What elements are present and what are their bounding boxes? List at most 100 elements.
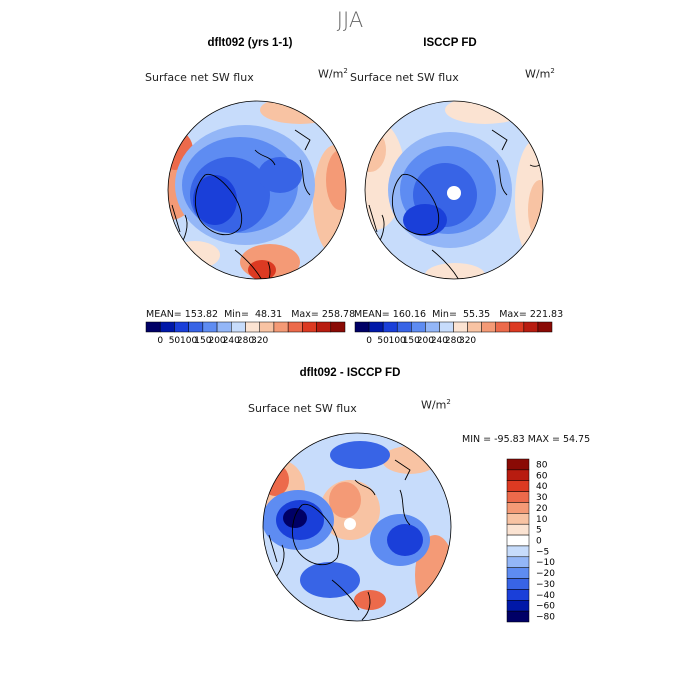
map-diff bbox=[263, 433, 451, 621]
colorbar-obs-swatch-13 bbox=[537, 321, 553, 333]
colorbar-obs-swatch-6 bbox=[439, 321, 454, 333]
colorbar-diff-swatch-12 bbox=[506, 589, 530, 601]
diff-units: W/m2 bbox=[421, 398, 451, 412]
panel-subtitle-obs: Surface net SW flux bbox=[350, 71, 459, 84]
colorbar-obs-swatch-1 bbox=[368, 321, 384, 333]
colorbar-model-tick-label: 0 bbox=[157, 336, 163, 346]
colorbar-obs-tick-label: 200 bbox=[417, 336, 434, 346]
colorbar-diff-swatch-5 bbox=[506, 513, 530, 525]
colorbar-model-tick-label: 50 bbox=[169, 336, 181, 346]
colorbar-model-swatch-12 bbox=[316, 321, 332, 333]
colorbar-model-swatch-2 bbox=[174, 321, 189, 333]
colorbar-diff-tick-label: −30 bbox=[536, 580, 555, 590]
colorbar-obs-tick-label: 50 bbox=[377, 336, 389, 346]
colorbar-model-tick-label: 150 bbox=[194, 336, 211, 346]
colorbar-model-swatch-11 bbox=[302, 321, 317, 333]
colorbar-obs-tick-label: 280 bbox=[445, 336, 462, 346]
colorbar-diff-tick-label: −80 bbox=[536, 613, 555, 623]
colorbar-obs-swatch-0 bbox=[354, 321, 370, 333]
colorbar-diff-tick-label: 60 bbox=[536, 471, 548, 481]
stats-obs: MEAN= 160.16 Min= 55.35 Max= 221.83 bbox=[354, 309, 564, 320]
colorbar-diff-tick-label: −20 bbox=[536, 569, 555, 579]
diff-title: dflt092 - ISCCP FD bbox=[299, 367, 401, 379]
map-model-border bbox=[167, 100, 347, 280]
colorbar-obs-swatch-8 bbox=[467, 321, 482, 333]
colorbar-model-swatch-13 bbox=[330, 321, 346, 333]
map-model bbox=[168, 101, 346, 279]
colorbar-obs-tick-label: 320 bbox=[459, 336, 476, 346]
colorbar-obs-swatch-3 bbox=[396, 321, 412, 333]
colorbar-obs-swatch-12 bbox=[523, 321, 539, 333]
diff-subtitle: Surface net SW flux bbox=[248, 402, 357, 415]
colorbar-diff-swatch-14 bbox=[506, 610, 530, 623]
colorbar-diff-tick-label: 10 bbox=[536, 515, 548, 525]
colorbar-diff-swatch-6 bbox=[506, 523, 530, 536]
colorbar-model-swatch-10 bbox=[287, 321, 303, 333]
colorbar-diff-swatch-2 bbox=[506, 480, 530, 492]
colorbar-obs-tick-label: 0 bbox=[366, 336, 372, 346]
map-diff-border bbox=[262, 432, 452, 622]
colorbar-diff-tick-label: −10 bbox=[536, 558, 555, 568]
panel-subtitle-model: Surface net SW flux bbox=[145, 71, 254, 84]
colorbar-model-swatch-3 bbox=[188, 321, 204, 333]
colorbar-diff-tick-label: −5 bbox=[536, 547, 549, 557]
stats-model: MEAN= 153.82 Min= 48.31 Max= 258.78 bbox=[146, 309, 356, 320]
panel-title-obs: ISCCP FD bbox=[423, 37, 477, 49]
colorbar-model-swatch-1 bbox=[159, 321, 175, 333]
colorbar-diff-swatch-3 bbox=[506, 491, 530, 503]
map-obs-border bbox=[364, 100, 544, 280]
colorbar-diff-swatch-4 bbox=[506, 502, 530, 514]
colorbar-diff-swatch-1 bbox=[506, 469, 530, 481]
colorbar-obs-tick-label: 100 bbox=[389, 336, 406, 346]
colorbar-model-swatch-9 bbox=[273, 321, 289, 333]
panel-title-model: dflt092 (yrs 1-1) bbox=[207, 37, 293, 49]
coastlines-model bbox=[171, 129, 311, 279]
colorbar-obs-swatch-7 bbox=[453, 321, 468, 333]
colorbar-diff-tick-label: 80 bbox=[536, 460, 548, 470]
season-title: JJA bbox=[336, 8, 364, 32]
colorbar-diff-swatch-11 bbox=[506, 578, 530, 590]
colorbar-model-swatch-7 bbox=[245, 321, 260, 333]
colorbar-model-tick-label: 320 bbox=[251, 336, 268, 346]
colorbar-obs-swatch-11 bbox=[509, 321, 525, 333]
colorbar-model-tick-label: 100 bbox=[180, 336, 197, 346]
panel-units-model: W/m2 bbox=[318, 67, 348, 81]
colorbar-model-swatch-6 bbox=[231, 321, 246, 333]
colorbar-diff-tick-label: −60 bbox=[536, 602, 555, 612]
colorbar-diff-swatch-7 bbox=[506, 534, 530, 547]
colorbar-obs-swatch-9 bbox=[481, 321, 496, 333]
colorbar-model-swatch-5 bbox=[216, 321, 232, 333]
colorbar-diff-tick-label: 30 bbox=[536, 493, 548, 503]
colorbar-model-swatch-4 bbox=[202, 321, 218, 333]
colorbar-obs-swatch-5 bbox=[425, 321, 440, 333]
colorbar-model-tick-label: 280 bbox=[237, 336, 254, 346]
colorbar-diff-swatch-0 bbox=[506, 458, 530, 471]
coastlines-diff bbox=[268, 459, 411, 621]
colorbar-diff-tick-label: 40 bbox=[536, 482, 548, 492]
colorbar-diff-tick-label: 20 bbox=[536, 504, 548, 514]
colorbar-model-tick-label: 200 bbox=[208, 336, 225, 346]
colorbar-obs-swatch-10 bbox=[495, 321, 511, 333]
colorbar-diff-tick-label: −40 bbox=[536, 591, 555, 601]
colorbar-diff-swatch-10 bbox=[506, 567, 530, 579]
map-obs bbox=[365, 101, 543, 279]
colorbar-diff-swatch-8 bbox=[506, 545, 530, 558]
colorbar-model-swatch-0 bbox=[145, 321, 161, 333]
colorbar-model-tick-label: 240 bbox=[223, 336, 240, 346]
colorbar-diff-swatch-13 bbox=[506, 600, 530, 612]
colorbar-obs-tick-label: 150 bbox=[403, 336, 420, 346]
colorbar-diff-tick-label: 0 bbox=[536, 537, 542, 547]
colorbar-obs-tick-label: 240 bbox=[431, 336, 448, 346]
colorbar-obs-swatch-2 bbox=[382, 321, 398, 333]
diff-stats: MIN = -95.83 MAX = 54.75 bbox=[462, 434, 591, 445]
colorbar-obs-swatch-4 bbox=[411, 321, 426, 333]
coastlines-obs bbox=[368, 129, 543, 279]
colorbar-model-swatch-8 bbox=[259, 321, 275, 333]
panel-units-obs: W/m2 bbox=[525, 67, 555, 81]
colorbar-diff-tick-label: 5 bbox=[536, 526, 542, 536]
colorbar-diff-swatch-9 bbox=[506, 556, 530, 568]
